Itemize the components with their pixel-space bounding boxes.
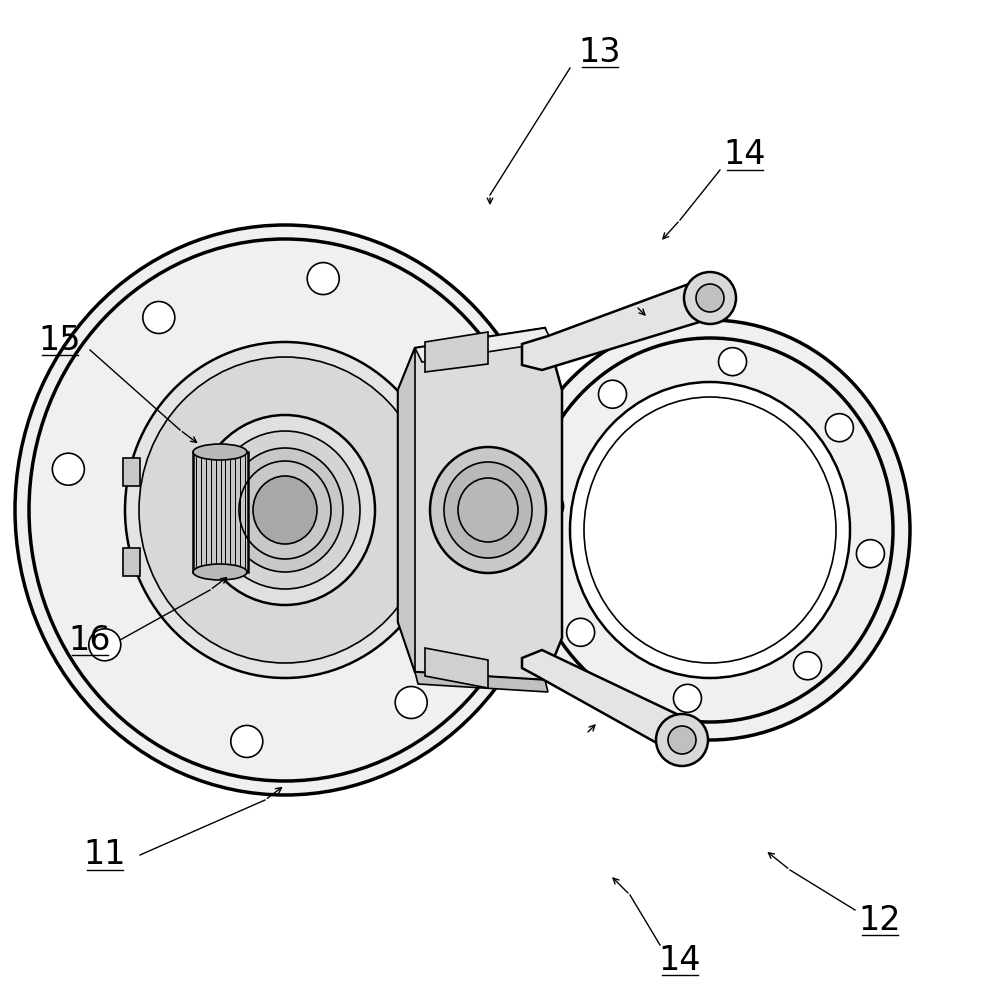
Ellipse shape: [718, 348, 746, 376]
Text: 15: 15: [39, 324, 81, 357]
Ellipse shape: [430, 447, 546, 573]
Polygon shape: [425, 332, 488, 372]
Polygon shape: [425, 648, 488, 688]
Ellipse shape: [684, 272, 736, 324]
Ellipse shape: [195, 415, 375, 605]
Ellipse shape: [570, 382, 850, 678]
Ellipse shape: [210, 431, 360, 589]
Ellipse shape: [656, 714, 708, 766]
Ellipse shape: [486, 535, 517, 567]
Polygon shape: [415, 328, 552, 362]
Text: 12: 12: [859, 904, 901, 936]
Ellipse shape: [696, 284, 724, 312]
Text: 16: 16: [69, 624, 111, 656]
Ellipse shape: [231, 725, 263, 757]
Ellipse shape: [253, 476, 317, 544]
Polygon shape: [522, 278, 718, 370]
Ellipse shape: [825, 414, 853, 442]
Ellipse shape: [89, 629, 121, 661]
Text: 14: 14: [658, 944, 701, 976]
Polygon shape: [398, 348, 415, 672]
Polygon shape: [123, 458, 140, 486]
Ellipse shape: [227, 448, 343, 572]
Ellipse shape: [566, 618, 594, 646]
Ellipse shape: [125, 342, 445, 678]
Ellipse shape: [673, 684, 701, 712]
Ellipse shape: [668, 726, 696, 754]
Polygon shape: [398, 328, 562, 680]
Ellipse shape: [139, 357, 431, 663]
Ellipse shape: [510, 320, 910, 740]
Ellipse shape: [396, 687, 428, 719]
Text: 11: 11: [84, 838, 126, 871]
Ellipse shape: [856, 540, 884, 568]
Ellipse shape: [444, 462, 532, 558]
Ellipse shape: [193, 564, 247, 580]
Polygon shape: [522, 650, 695, 756]
Text: 13: 13: [578, 35, 621, 68]
Ellipse shape: [193, 444, 247, 460]
Polygon shape: [193, 452, 248, 572]
Polygon shape: [415, 672, 548, 692]
Ellipse shape: [793, 652, 821, 680]
Ellipse shape: [15, 225, 555, 795]
Ellipse shape: [598, 380, 626, 408]
Ellipse shape: [535, 492, 563, 520]
Ellipse shape: [143, 301, 175, 333]
Ellipse shape: [308, 263, 340, 295]
Ellipse shape: [52, 453, 84, 485]
Ellipse shape: [450, 359, 482, 391]
Text: 14: 14: [723, 138, 766, 172]
Polygon shape: [123, 548, 140, 576]
